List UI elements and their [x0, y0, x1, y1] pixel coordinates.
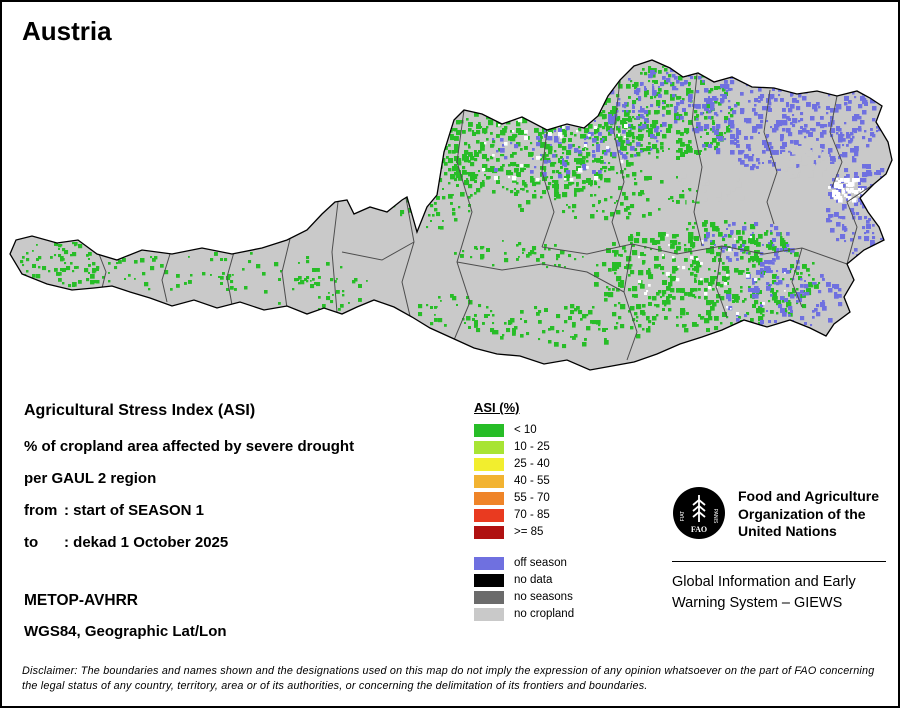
asi-class-list: < 10 10 - 25 25 - 40 40 - 55 55 - 70 70 - 85 >…	[474, 424, 574, 539]
asi-heading: Agricultural Stress Index (ASI)	[24, 402, 256, 419]
legend-row: 10 - 25	[474, 441, 574, 454]
legend-row: < 10	[474, 424, 574, 437]
giews-name: Global Information and Early Warning Sys…	[672, 572, 886, 614]
legend-swatch	[474, 441, 504, 454]
legend-swatch	[474, 509, 504, 522]
legend-row: >= 85	[474, 526, 574, 539]
fao-logo-icon: FIAT PANIS FAO	[673, 487, 725, 539]
from-value: : start of SEASON 1	[64, 502, 205, 519]
legend-row: no seasons	[474, 591, 574, 604]
legend-label: >= 85	[514, 526, 544, 538]
legend-label: no data	[514, 574, 553, 586]
legend-row: 25 - 40	[474, 458, 574, 471]
legend-swatch	[474, 492, 504, 505]
fao-motto-right: PANIS	[712, 509, 718, 524]
asi-legend: ASI (%) < 10 10 - 25 25 - 40 40 - 55 55 - 70…	[474, 400, 574, 625]
asi-subtitle: % of cropland area affected by severe dr…	[24, 438, 355, 455]
projection-label: WGS84, Geographic Lat/Lon	[24, 623, 227, 640]
fao-org-line2: Organization of the	[738, 505, 866, 522]
legend-label: < 10	[514, 424, 537, 436]
legend-title: ASI (%)	[474, 400, 520, 415]
fao-motto-left: FIAT	[680, 511, 686, 521]
legend-label: 40 - 55	[514, 475, 550, 487]
giews-line2: Warning System – GIEWS	[672, 594, 843, 611]
period-from-line: from : start of SEASON 1	[24, 502, 464, 519]
legend-label: no seasons	[514, 591, 573, 603]
fao-block: FIAT PANIS FAO Food and Agriculture Orga…	[672, 486, 886, 614]
austria-asi-map	[2, 2, 898, 442]
gaul2-region-borders	[98, 73, 875, 361]
legend-label: 25 - 40	[514, 458, 550, 470]
legend-swatch	[474, 557, 504, 570]
legend-swatch	[474, 608, 504, 621]
austria-map-svg	[9, 59, 893, 371]
fao-org-line3: United Nations	[738, 523, 837, 539]
fao-org-line1: Food and Agriculture	[738, 488, 880, 504]
legend-label: 70 - 85	[514, 509, 550, 521]
legend-swatch	[474, 458, 504, 471]
legend-swatch	[474, 424, 504, 437]
legend-swatch	[474, 475, 504, 488]
legend-row: no data	[474, 574, 574, 587]
legend-swatch	[474, 591, 504, 604]
from-label: from	[24, 502, 58, 519]
legend-row: 40 - 55	[474, 475, 574, 488]
legend-label: no cropland	[514, 608, 575, 620]
legend-swatch	[474, 574, 504, 587]
map-description: Agricultural Stress Index (ASI) % of cro…	[24, 402, 464, 566]
fao-org-name: Food and Agriculture Organization of the…	[738, 486, 879, 541]
asi-extra-list: off season no data no seasons no cropland	[474, 557, 574, 621]
asi-region-line: per GAUL 2 region	[24, 470, 157, 487]
to-value: : dekad 1 October 2025	[64, 534, 229, 551]
legend-label: 55 - 70	[514, 492, 550, 504]
fao-logo-text: FAO	[691, 525, 707, 534]
page-title: Austria	[22, 16, 112, 46]
sensor-label: METOP-AVHRR	[24, 592, 138, 609]
disclaimer-text: Disclaimer: The boundaries and names sho…	[22, 665, 875, 692]
legend-row: 55 - 70	[474, 492, 574, 505]
legend-label: 10 - 25	[514, 441, 550, 453]
fao-divider	[672, 560, 886, 562]
legend-gap	[474, 543, 574, 557]
legend-row: no cropland	[474, 608, 574, 621]
legend-swatch	[474, 526, 504, 539]
giews-line1: Global Information and Early	[672, 573, 856, 590]
to-label: to	[24, 534, 39, 551]
legend-label: off season	[514, 557, 567, 569]
legend-row: off season	[474, 557, 574, 570]
period-to-line: to : dekad 1 October 2025	[24, 534, 464, 551]
legend-row: 70 - 85	[474, 509, 574, 522]
